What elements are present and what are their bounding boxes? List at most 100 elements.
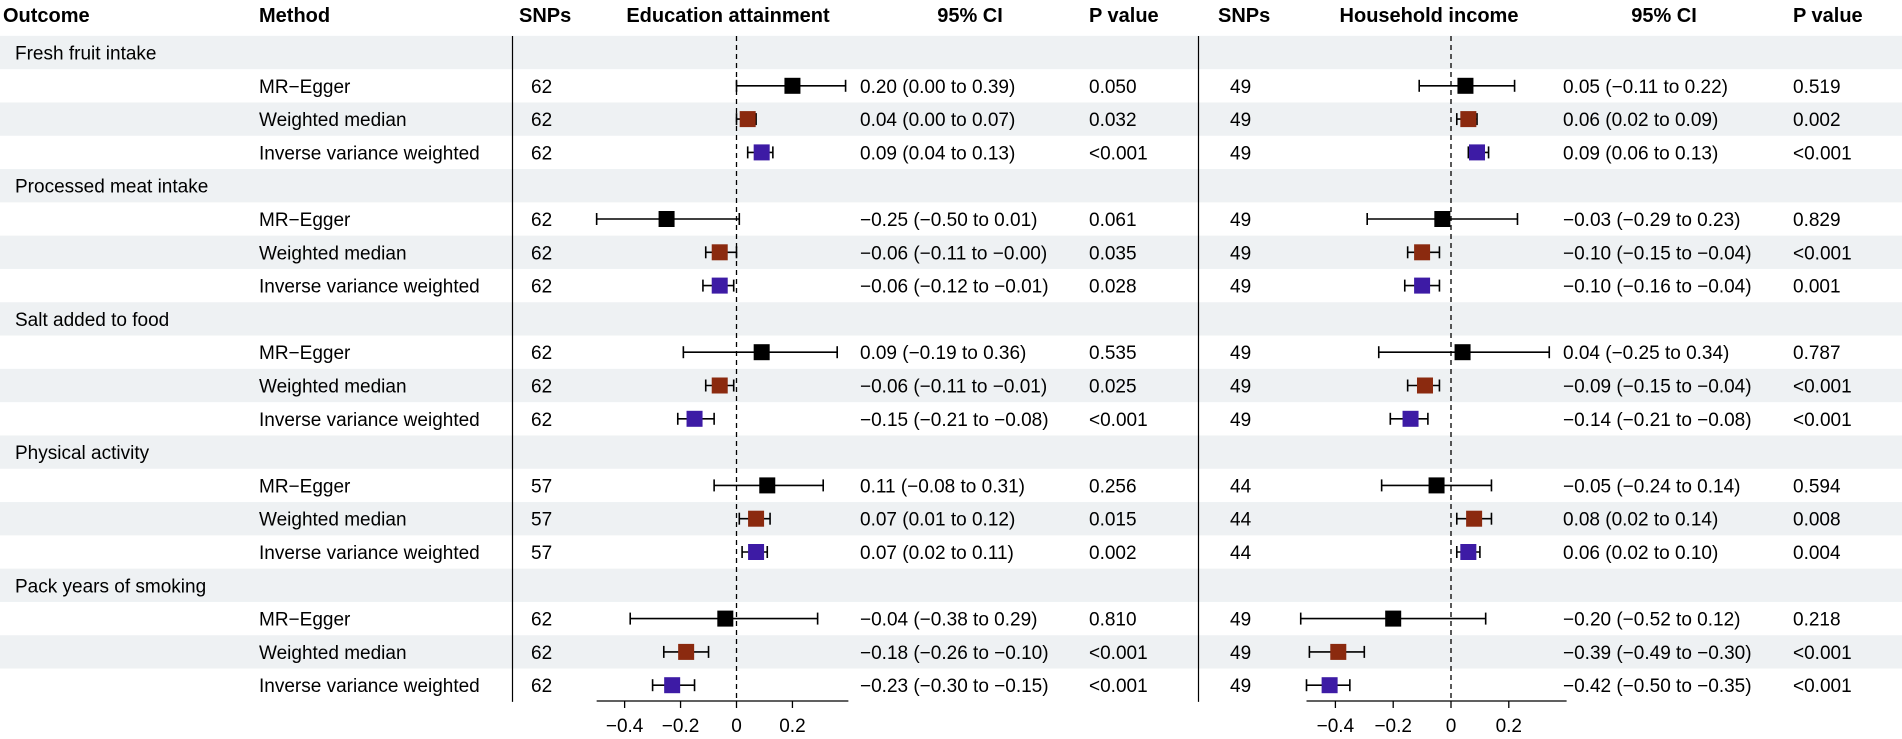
snps-education: 62 xyxy=(531,643,552,664)
row-band xyxy=(0,635,1902,669)
method-label: Weighted median xyxy=(259,643,407,664)
p-education: 0.256 xyxy=(1089,476,1137,497)
outcome-label: Physical activity xyxy=(15,443,150,464)
ci-income: 0.08 (0.02 to 0.14) xyxy=(1563,510,1718,531)
snps-education: 62 xyxy=(531,277,552,298)
header-p-education: P value xyxy=(1089,5,1159,27)
point-estimate-income xyxy=(1457,77,1474,94)
p-education: <0.001 xyxy=(1089,143,1148,164)
outcome-band xyxy=(0,35,1902,70)
p-income: 0.594 xyxy=(1793,476,1841,497)
header-ci-income: 95% CI xyxy=(1631,5,1697,27)
ci-income: 0.06 (0.02 to 0.09) xyxy=(1563,110,1718,131)
snps-education: 62 xyxy=(531,77,552,98)
snps-income: 44 xyxy=(1230,476,1252,497)
outcome-label: Fresh fruit intake xyxy=(15,44,157,65)
point-estimate-education xyxy=(678,643,695,660)
x-tick-label-education: 0 xyxy=(731,716,742,737)
method-label: Weighted median xyxy=(259,377,407,398)
point-estimate-income xyxy=(1428,477,1445,494)
snps-income: 49 xyxy=(1230,77,1251,98)
snps-income: 49 xyxy=(1230,610,1251,631)
point-estimate-education xyxy=(711,377,728,394)
point-estimate-education xyxy=(717,610,734,627)
ci-income: −0.09 (−0.15 to −0.04) xyxy=(1563,377,1752,398)
p-income: 0.002 xyxy=(1793,110,1841,131)
ci-income: −0.10 (−0.15 to −0.04) xyxy=(1563,243,1752,264)
point-estimate-education xyxy=(664,677,681,694)
ci-income: −0.20 (−0.52 to 0.12) xyxy=(1563,610,1740,631)
snps-income: 49 xyxy=(1230,243,1251,264)
snps-education: 62 xyxy=(531,343,552,364)
ci-education: −0.04 (−0.38 to 0.29) xyxy=(860,610,1037,631)
snps-income: 49 xyxy=(1230,277,1251,298)
column-headers: Outcome Method SNPs Education attainment… xyxy=(3,5,1863,27)
ci-education: 0.20 (0.00 to 0.39) xyxy=(860,77,1015,98)
snps-education: 57 xyxy=(531,510,552,531)
p-education: 0.061 xyxy=(1089,210,1137,231)
method-label: MR−Egger xyxy=(259,77,351,98)
method-label: MR−Egger xyxy=(259,210,351,231)
snps-income: 49 xyxy=(1230,343,1251,364)
x-tick-label-income: 0 xyxy=(1446,716,1457,737)
snps-education: 62 xyxy=(531,410,552,431)
point-estimate-education xyxy=(711,277,728,294)
snps-income: 44 xyxy=(1230,543,1252,564)
header-p-income: P value xyxy=(1793,5,1863,27)
p-income: <0.001 xyxy=(1793,143,1852,164)
method-label: Weighted median xyxy=(259,243,407,264)
point-estimate-education xyxy=(759,477,776,494)
snps-education: 62 xyxy=(531,110,552,131)
p-education: <0.001 xyxy=(1089,410,1148,431)
p-education: 0.002 xyxy=(1089,543,1137,564)
x-tick-label-income: −0.4 xyxy=(1317,716,1355,737)
method-label: MR−Egger xyxy=(259,476,351,497)
point-estimate-income xyxy=(1385,610,1402,627)
ci-income: −0.42 (−0.50 to −0.35) xyxy=(1563,676,1752,697)
header-method: Method xyxy=(259,5,330,27)
x-tick-label-education: 0.2 xyxy=(779,716,805,737)
p-education: <0.001 xyxy=(1089,676,1148,697)
row-band xyxy=(0,368,1902,403)
row-bands xyxy=(0,35,1902,669)
outcome-label: Salt added to food xyxy=(15,310,169,331)
point-estimate-education xyxy=(748,510,765,527)
x-tick-label-education: −0.2 xyxy=(662,716,700,737)
method-label: MR−Egger xyxy=(259,343,351,364)
ci-income: 0.06 (0.02 to 0.10) xyxy=(1563,543,1718,564)
ci-income: −0.05 (−0.24 to 0.14) xyxy=(1563,476,1740,497)
ci-education: −0.06 (−0.12 to −0.01) xyxy=(860,277,1049,298)
p-income: 0.787 xyxy=(1793,343,1841,364)
header-snps-income: SNPs xyxy=(1218,5,1270,27)
ci-education: −0.25 (−0.50 to 0.01) xyxy=(860,210,1037,231)
p-income: 0.519 xyxy=(1793,77,1841,98)
outcome-band xyxy=(0,302,1902,336)
ci-education: −0.06 (−0.11 to −0.01) xyxy=(860,377,1047,398)
point-estimate-education xyxy=(739,111,756,128)
row-band xyxy=(0,102,1902,136)
forest-marks xyxy=(595,77,1551,694)
p-education: <0.001 xyxy=(1089,643,1148,664)
ci-education: 0.04 (0.00 to 0.07) xyxy=(860,110,1015,131)
snps-income: 49 xyxy=(1230,143,1251,164)
method-label: Weighted median xyxy=(259,110,407,131)
point-estimate-income xyxy=(1414,277,1431,294)
p-education: 0.028 xyxy=(1089,277,1137,298)
point-estimate-income xyxy=(1402,410,1419,427)
ci-income: −0.03 (−0.29 to 0.23) xyxy=(1563,210,1740,231)
header-education-attainment: Education attainment xyxy=(626,5,830,27)
point-estimate-education xyxy=(753,144,770,161)
ci-education: 0.09 (0.04 to 0.13) xyxy=(860,143,1015,164)
p-education: 0.035 xyxy=(1089,243,1137,264)
row-band xyxy=(0,502,1902,536)
point-estimate-income xyxy=(1460,544,1477,560)
point-estimate-education xyxy=(686,410,703,427)
point-estimate-education xyxy=(711,244,728,261)
snps-income: 44 xyxy=(1230,510,1252,531)
p-education: 0.032 xyxy=(1089,110,1137,131)
method-label: Inverse variance weighted xyxy=(259,143,480,164)
method-label: Weighted median xyxy=(259,510,407,531)
ci-education: −0.18 (−0.26 to −0.10) xyxy=(860,643,1049,664)
point-estimate-education xyxy=(784,77,801,94)
